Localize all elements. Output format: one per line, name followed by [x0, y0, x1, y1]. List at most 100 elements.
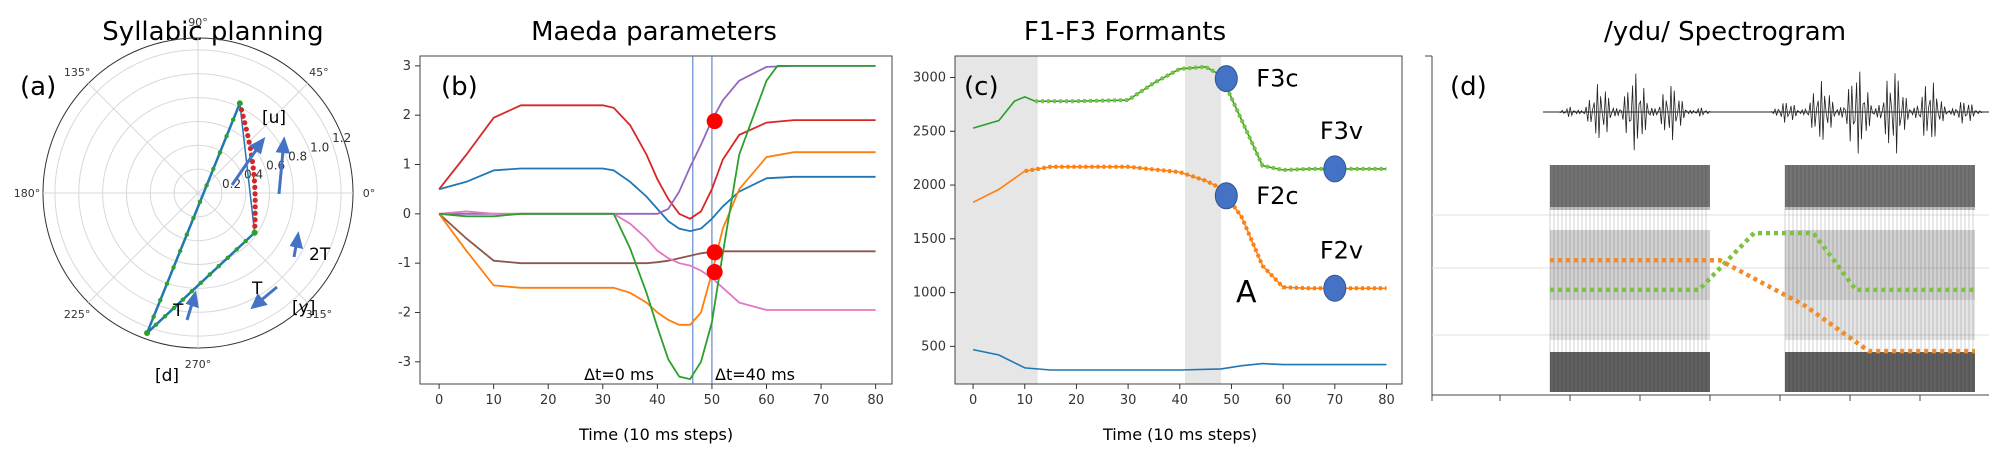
- trajectory-sample: [162, 314, 168, 319]
- angle-label: 0°: [363, 187, 376, 200]
- transition-sample: [238, 107, 245, 113]
- b-xtick-label: 50: [704, 393, 721, 408]
- angle-label: 45°: [309, 66, 329, 79]
- polar-trajectory: [144, 100, 258, 337]
- series-green: [439, 65, 876, 381]
- arrow-3-head: [289, 231, 304, 249]
- transition-sample: [240, 113, 246, 119]
- transition-sample: [242, 120, 248, 126]
- panel-b-title: Maeda parameters: [531, 17, 777, 47]
- series-red: [438, 104, 876, 220]
- b-xtick-label: 10: [485, 393, 502, 408]
- angular-gridline: [197, 192, 308, 303]
- angular-gridline: [88, 192, 199, 303]
- arrow-label-t1: T: [172, 301, 184, 321]
- transition-sample: [252, 210, 258, 216]
- point-u: [236, 100, 243, 107]
- arrow-4-head: [250, 293, 268, 310]
- b-xtick-label: 70: [813, 393, 830, 408]
- series-brown: [438, 213, 876, 265]
- c-ytick-label: 2500: [913, 124, 946, 139]
- series-blue: [438, 167, 876, 233]
- shaded-region: [955, 56, 1038, 384]
- annotation-a: A: [1236, 275, 1257, 310]
- label-u: [u]: [262, 108, 286, 128]
- c-xtick-label: 50: [1223, 393, 1240, 408]
- trajectory-sample: [230, 117, 236, 122]
- b-ytick-label: 3: [403, 59, 411, 74]
- panel-b-maeda-parameters: Maeda parameters (b) 0 10 20 30 40 50 60 70 80-3…: [398, 17, 893, 444]
- transition-sample: [252, 217, 258, 223]
- panel-c-xlabel: Time (10 ms steps): [1102, 425, 1257, 444]
- label-d: [d]: [155, 366, 179, 386]
- c-xtick-label: 30: [1120, 393, 1137, 408]
- shaded-regions: [955, 56, 1222, 384]
- c-xtick-label: 20: [1068, 393, 1085, 408]
- c-xtick-label: 80: [1378, 393, 1395, 408]
- spectrogram-band: [1785, 230, 1975, 300]
- transition-sample: [252, 184, 258, 190]
- target-label-F3v: F3v: [1320, 117, 1363, 145]
- target-F2v: [1323, 274, 1347, 302]
- trajectory-sample: [177, 248, 183, 254]
- target-marker: [706, 264, 723, 281]
- panel-c-tag: (c): [964, 72, 999, 102]
- panel-d-tag: (d): [1450, 72, 1487, 102]
- c-xtick-label: 40: [1172, 393, 1189, 408]
- trajectory-sample: [216, 263, 221, 269]
- transition-sample: [252, 191, 258, 197]
- spectrogram-band: [1785, 165, 1975, 207]
- angle-label: 180°: [14, 187, 41, 200]
- series-F1: [972, 348, 1387, 371]
- panel-d-title: /ydu/ Spectrogram: [1604, 17, 1846, 47]
- track-F2-track: [1550, 258, 1975, 354]
- trajectory-line: [239, 103, 256, 233]
- transition-sample: [245, 133, 251, 139]
- b-ytick-label: 1: [403, 158, 411, 173]
- trajectory-sample: [243, 238, 248, 244]
- trajectory-sample: [151, 314, 156, 319]
- transition-sample: [252, 197, 258, 203]
- b-xtick-label: 60: [758, 393, 775, 408]
- point-y: [251, 229, 258, 236]
- target-F3c: [1214, 65, 1238, 93]
- trajectory-sample: [171, 265, 176, 270]
- polar-grid: 0°45°90°135°180°225°270°315°0.20.40.60.8…: [14, 16, 376, 371]
- trajectory-sample: [180, 297, 186, 302]
- c-xtick-label: 0: [969, 393, 977, 408]
- angle-label: 270°: [185, 358, 212, 371]
- target-marker: [706, 113, 723, 130]
- panel-a-title: Syllabic planning: [102, 17, 323, 47]
- series-orange: [438, 151, 876, 326]
- annotation-dt0: Δt=0 ms: [584, 365, 654, 384]
- panel-b-plot: 0 10 20 30 40 50 60 70 80 -3 -2 -1 0 1 2 3: [398, 56, 884, 408]
- c-xtick-label: 60: [1275, 393, 1292, 408]
- transition-sample: [249, 158, 256, 165]
- panel-a-syllabic-planning: Syllabic planning (a) 0° 45° 90° 135° 180° 22…: [14, 16, 376, 386]
- point-d: [144, 330, 151, 337]
- b-xtick-label: 30: [595, 393, 612, 408]
- trajectory-sample: [207, 272, 213, 277]
- target-label-F3c: F3c: [1256, 65, 1298, 93]
- radial-tick-label: 1.2: [332, 131, 351, 145]
- b-ytick-label: -3: [398, 355, 411, 370]
- spectrogram-band: [1785, 207, 1975, 210]
- trajectory-sample: [153, 322, 159, 327]
- spectrogram-plot: [1431, 71, 1989, 401]
- c-xtick-label: 10: [1016, 393, 1033, 408]
- panel-d-spectrogram: /ydu/ Spectrogram (d): [1425, 17, 1989, 401]
- b-xtick-label: 40: [649, 393, 666, 408]
- target-F3v: [1323, 155, 1347, 183]
- spectrogram-band: [1550, 300, 1710, 340]
- b-xtick-label: 20: [540, 393, 557, 408]
- trajectory-sample: [184, 232, 189, 237]
- spectrogram-band: [1785, 300, 1975, 340]
- trajectory-sample: [198, 280, 204, 286]
- spectrogram-band: [1550, 352, 1710, 392]
- panel-c-title: F1-F3 Formants: [1024, 17, 1226, 47]
- trajectory-sample: [197, 199, 203, 204]
- arrow-5-head: [185, 290, 199, 309]
- arrow-label-t2: T: [251, 279, 263, 299]
- trajectory-sample: [158, 298, 163, 303]
